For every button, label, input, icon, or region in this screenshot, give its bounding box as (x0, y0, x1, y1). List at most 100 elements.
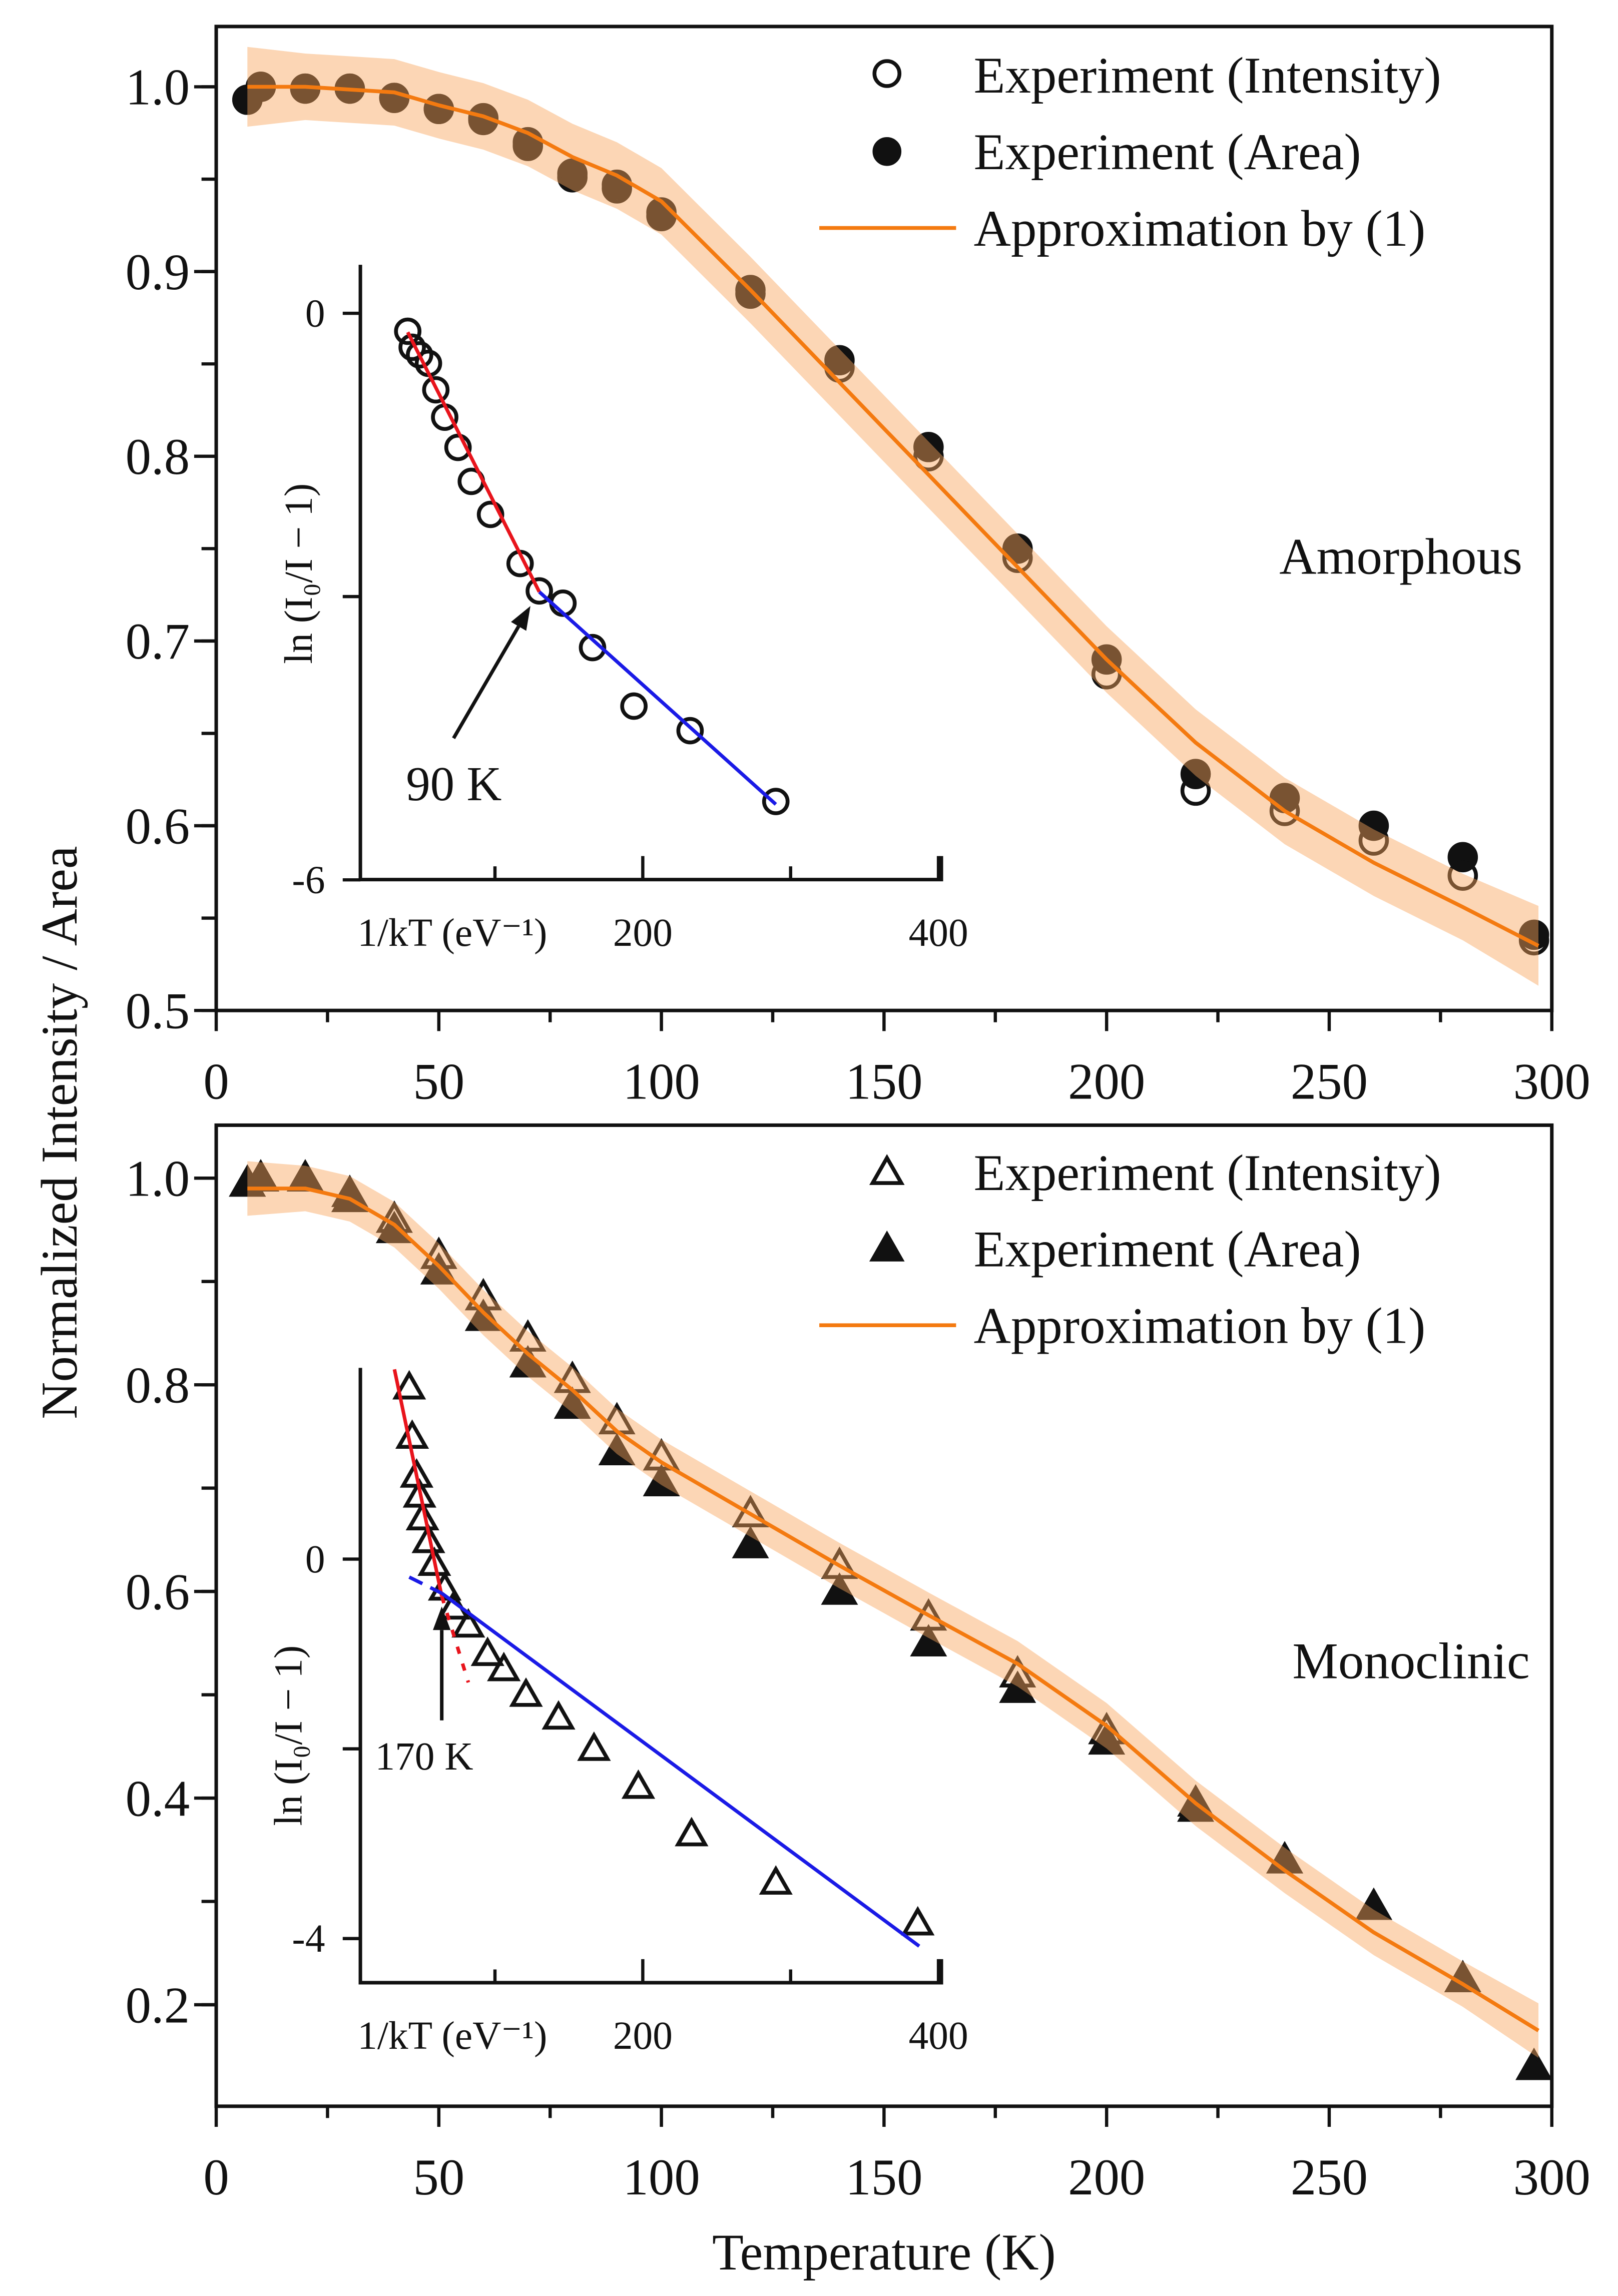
bottom-inset-blue-fit (440, 1591, 920, 1948)
top-x-tick-label: 250 (1291, 1053, 1368, 1110)
bottom-inset-point (759, 1865, 793, 1895)
top-x-tick-label: 300 (1513, 1053, 1590, 1110)
bottom-area-point (554, 1386, 591, 1419)
bottom-y-tick-label: 1.0 (126, 1151, 190, 1208)
bottom-inset-y-tick-label: 0 (305, 1537, 325, 1581)
bottom-area-point (1515, 2047, 1553, 2080)
bottom-intensity-point (375, 1200, 413, 1233)
bottom-inset-point (621, 1769, 656, 1799)
top-intensity-point (557, 162, 588, 193)
top-legend-area: Experiment (Area) (974, 124, 1361, 181)
bottom-intensity-point (999, 1655, 1036, 1687)
bottom-legend-area: Experiment (Area) (974, 1221, 1361, 1278)
top-y-tick-label: 0.6 (126, 798, 190, 855)
bottom-confidence-band (247, 1161, 1539, 2058)
bottom-x-tick-label: 250 (1291, 2149, 1368, 2206)
bottom-area-point (1088, 1722, 1126, 1755)
bottom-area-point (821, 1572, 858, 1605)
bottom-area-point (598, 1433, 636, 1466)
bottom-intensity-point (1515, 2047, 1553, 2080)
top-inset-point (444, 433, 472, 461)
bottom-y-tick-label: 0.8 (126, 1357, 190, 1414)
top-y-tick-label: 0.9 (126, 244, 190, 301)
top-intensity-point (1180, 775, 1211, 806)
top-intensity-point (1269, 796, 1300, 826)
top-intensity-point (1358, 825, 1389, 856)
top-x-tick-label: 50 (413, 1053, 464, 1110)
bottom-inset-point (402, 1478, 436, 1508)
top-inset-point (525, 577, 553, 605)
top-x-tick-label: 200 (1068, 1053, 1145, 1110)
bottom-inset-point (509, 1677, 543, 1707)
bottom-inset-xlabel: 1/kT (eV⁻¹) (357, 2014, 547, 2058)
bottom-y-tick-label: 0.4 (126, 1770, 190, 1827)
bottom-inset-arrow-label: 170 K (375, 1735, 473, 1779)
bottom-intensity-point (1355, 1887, 1392, 1920)
top-y-tick-label: 0.8 (126, 428, 190, 485)
top-x-tick-label: 100 (623, 1053, 700, 1110)
bottom-intensity-point (732, 1495, 769, 1527)
bottom-inset-x-tick-label: 200 (613, 2014, 673, 2058)
top-inset-x-tick-label: 400 (909, 911, 968, 955)
top-inset-point (676, 717, 704, 745)
top-inset-xlabel: 1/kT (eV⁻¹) (357, 911, 547, 955)
top-inset-point (762, 788, 790, 815)
bottom-inset-axes (358, 1368, 943, 1985)
bottom-inset-x-tick-label: 400 (909, 2014, 968, 2058)
bottom-panel-monoclinic: Experiment (Intensity) Experiment (Area)… (126, 1123, 1590, 2206)
top-legend-area-symbol (872, 137, 902, 166)
top-inset-point (406, 341, 433, 369)
bottom-inset-red-fit (392, 1369, 444, 1597)
bottom-inset-red-dotted (440, 1595, 470, 1683)
bottom-inset-ylabel: ln (I₀/I − 1) (267, 1645, 311, 1826)
top-legend-intensity-symbol (872, 59, 902, 88)
top-x-tick-label: 0 (203, 1053, 229, 1110)
bottom-legend-area-symbol (869, 1230, 905, 1262)
top-inset-red-fit (406, 331, 541, 593)
bottom-x-tick-label: 100 (623, 2149, 700, 2206)
bottom-area-point (732, 1526, 769, 1558)
top-intensity-point (1447, 860, 1478, 891)
top-inset-y-tick-label: -6 (292, 858, 325, 902)
top-intensity-point (1002, 542, 1033, 573)
top-panel-amorphous: Experiment (Intensity) Experiment (Area)… (126, 25, 1590, 1110)
bottom-x-tick-label: 200 (1068, 2149, 1145, 2206)
bottom-area-point (464, 1298, 502, 1331)
bottom-inset-point (487, 1651, 521, 1681)
y-axis-label: Normalized Intensity / Area (31, 846, 88, 1419)
top-inset-point (620, 692, 648, 720)
top-inset-arrow-label: 90 K (406, 757, 501, 811)
bottom-inset-point (395, 1419, 429, 1449)
top-inset-arrow-shaft (452, 625, 520, 739)
bottom-intensity-point (464, 1278, 502, 1311)
bottom-inset-point (451, 1608, 485, 1638)
bottom-intensity-point (910, 1598, 947, 1631)
bottom-area-point (643, 1464, 680, 1496)
bottom-inset-arrow-head (433, 1606, 451, 1630)
bottom-x-tick-label: 50 (413, 2149, 464, 2206)
top-intensity-point (913, 441, 944, 472)
bottom-inset-point (470, 1636, 504, 1666)
bottom-area-point (999, 1670, 1036, 1703)
bottom-intensity-point (821, 1546, 858, 1579)
bottom-x-tick-label: 300 (1513, 2149, 1590, 2206)
top-inset-point (398, 333, 426, 361)
top-y-tick-label: 1.0 (126, 59, 190, 116)
x-axis-label: Temperature (K) (712, 2224, 1056, 2281)
top-inset-y-tick-label: 0 (305, 292, 325, 336)
bottom-area-point (375, 1211, 413, 1244)
top-inset-point (422, 376, 450, 404)
bottom-annotation: Monoclinic (1292, 1633, 1529, 1690)
top-x-tick-label: 150 (845, 1053, 922, 1110)
bottom-x-tick-label: 0 (203, 2149, 229, 2206)
top-area-point (824, 345, 855, 376)
bottom-intensity-point (331, 1175, 368, 1207)
top-inset-ylabel: ln (I₀/I − 1) (277, 483, 321, 664)
bottom-inset-point (675, 1817, 709, 1847)
bottom-inset-point (542, 1700, 576, 1730)
bottom-intensity-point (1088, 1711, 1126, 1745)
bottom-inset-point (392, 1370, 426, 1400)
top-inset-blue-fit (538, 591, 777, 806)
top-fit-line (247, 85, 1539, 948)
